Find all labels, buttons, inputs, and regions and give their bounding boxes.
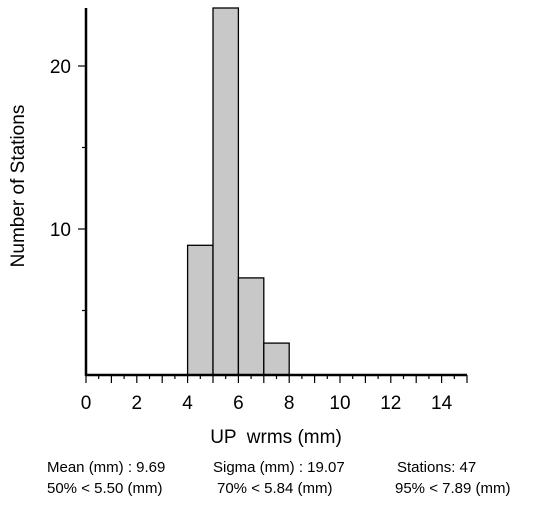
y-tick-label: 20: [50, 57, 71, 78]
histogram-bar: [237, 277, 265, 376]
bars-group: [186, 7, 290, 376]
histogram-bar: [212, 7, 240, 376]
x-axis-label: UP wrms (mm): [210, 427, 342, 448]
p95-stat: 95% < 7.89 (mm): [395, 480, 511, 497]
y-ticks-group: 10 20: [50, 57, 86, 312]
p50-stat: 50% < 5.50 (mm): [47, 480, 163, 497]
histogram-bar: [263, 342, 290, 376]
p70-stat: 70% < 5.84 (mm): [217, 480, 333, 497]
mean-stat: Mean (mm) : 9.69: [47, 459, 166, 476]
y-tick-label: 10: [50, 220, 71, 241]
y-axis-label: Number of Stations: [8, 105, 29, 268]
histogram-chart: 0 2 4 6 8 10 12 14 10 20 UP wrms (mm) Number of …: [8, 7, 468, 448]
x-tick-label: 14: [431, 393, 453, 414]
x-tick-label: 2: [132, 393, 143, 414]
x-tick-label: 12: [380, 393, 401, 414]
histogram-bar: [186, 244, 214, 376]
stations-stat: Stations: 47: [397, 459, 477, 476]
sigma-stat: Sigma (mm) : 19.07: [213, 459, 345, 476]
x-tick-label: 8: [284, 393, 295, 414]
x-tick-label: 0: [81, 393, 92, 414]
x-tick-label: 10: [329, 393, 350, 414]
x-tick-label: 6: [233, 393, 244, 414]
x-ticks-group: 0 2 4 6 8 10 12 14: [81, 375, 468, 414]
x-tick-label: 4: [182, 393, 193, 414]
